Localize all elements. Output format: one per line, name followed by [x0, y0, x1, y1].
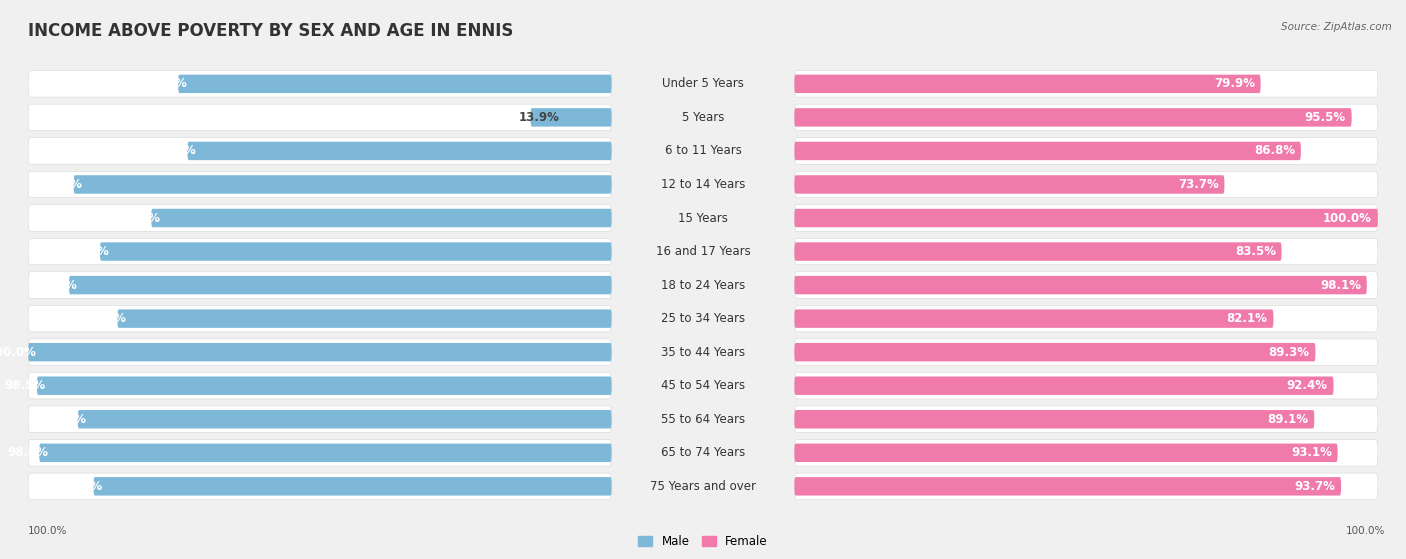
Text: 100.0%: 100.0%: [1346, 526, 1385, 536]
Text: 88.8%: 88.8%: [60, 480, 103, 493]
FancyBboxPatch shape: [794, 444, 1337, 462]
Text: 75 Years and over: 75 Years and over: [650, 480, 756, 493]
FancyBboxPatch shape: [794, 138, 1378, 164]
FancyBboxPatch shape: [794, 372, 1378, 399]
FancyBboxPatch shape: [117, 310, 612, 328]
Text: INCOME ABOVE POVERTY BY SEX AND AGE IN ENNIS: INCOME ABOVE POVERTY BY SEX AND AGE IN E…: [28, 22, 513, 40]
Text: 79.9%: 79.9%: [1213, 77, 1254, 91]
FancyBboxPatch shape: [794, 439, 1378, 466]
Legend: Male, Female: Male, Female: [634, 530, 772, 553]
Text: 100.0%: 100.0%: [0, 345, 37, 359]
Text: 72.7%: 72.7%: [156, 144, 197, 158]
Text: 16 and 17 Years: 16 and 17 Years: [655, 245, 751, 258]
Text: 91.5%: 91.5%: [45, 413, 87, 426]
FancyBboxPatch shape: [152, 209, 612, 227]
FancyBboxPatch shape: [187, 142, 612, 160]
Text: 93.1%: 93.1%: [1291, 446, 1331, 459]
Text: 98.5%: 98.5%: [4, 379, 45, 392]
Text: 65 to 74 Years: 65 to 74 Years: [661, 446, 745, 459]
Text: 13.9%: 13.9%: [519, 111, 560, 124]
FancyBboxPatch shape: [794, 305, 1378, 332]
FancyBboxPatch shape: [28, 372, 612, 399]
Text: 100.0%: 100.0%: [28, 526, 67, 536]
FancyBboxPatch shape: [28, 272, 612, 299]
FancyBboxPatch shape: [179, 74, 612, 93]
FancyBboxPatch shape: [69, 276, 612, 295]
Text: 93.7%: 93.7%: [1295, 480, 1336, 493]
Text: 6 to 11 Years: 6 to 11 Years: [665, 144, 741, 158]
FancyBboxPatch shape: [794, 410, 1315, 428]
Text: 5 Years: 5 Years: [682, 111, 724, 124]
FancyBboxPatch shape: [93, 477, 612, 495]
FancyBboxPatch shape: [28, 439, 612, 466]
Text: 89.1%: 89.1%: [1267, 413, 1309, 426]
FancyBboxPatch shape: [73, 175, 612, 194]
Text: 73.7%: 73.7%: [1178, 178, 1219, 191]
Text: 86.8%: 86.8%: [1254, 144, 1295, 158]
FancyBboxPatch shape: [28, 406, 612, 433]
FancyBboxPatch shape: [28, 138, 612, 164]
Text: 12 to 14 Years: 12 to 14 Years: [661, 178, 745, 191]
Text: Source: ZipAtlas.com: Source: ZipAtlas.com: [1281, 22, 1392, 32]
Text: 93.0%: 93.0%: [37, 278, 77, 292]
Text: Under 5 Years: Under 5 Years: [662, 77, 744, 91]
FancyBboxPatch shape: [794, 142, 1301, 160]
Text: 89.3%: 89.3%: [1268, 345, 1309, 359]
FancyBboxPatch shape: [28, 343, 612, 362]
FancyBboxPatch shape: [794, 104, 1378, 131]
Text: 98.1%: 98.1%: [7, 446, 48, 459]
FancyBboxPatch shape: [794, 339, 1378, 366]
Text: 95.5%: 95.5%: [1305, 111, 1346, 124]
Text: 55 to 64 Years: 55 to 64 Years: [661, 413, 745, 426]
FancyBboxPatch shape: [28, 238, 612, 265]
Text: 15 Years: 15 Years: [678, 211, 728, 225]
FancyBboxPatch shape: [794, 74, 1261, 93]
FancyBboxPatch shape: [28, 104, 612, 131]
FancyBboxPatch shape: [28, 205, 612, 231]
FancyBboxPatch shape: [28, 171, 612, 198]
Text: 82.1%: 82.1%: [1226, 312, 1268, 325]
FancyBboxPatch shape: [794, 205, 1378, 231]
FancyBboxPatch shape: [28, 473, 612, 500]
FancyBboxPatch shape: [794, 276, 1367, 295]
FancyBboxPatch shape: [794, 477, 1341, 495]
FancyBboxPatch shape: [28, 305, 612, 332]
Text: 84.7%: 84.7%: [86, 312, 127, 325]
Text: 18 to 24 Years: 18 to 24 Years: [661, 278, 745, 292]
FancyBboxPatch shape: [794, 406, 1378, 433]
Text: 35 to 44 Years: 35 to 44 Years: [661, 345, 745, 359]
FancyBboxPatch shape: [100, 243, 612, 260]
Text: 78.9%: 78.9%: [120, 211, 160, 225]
Text: 92.4%: 92.4%: [1286, 379, 1327, 392]
FancyBboxPatch shape: [794, 473, 1378, 500]
FancyBboxPatch shape: [794, 343, 1316, 362]
FancyBboxPatch shape: [28, 70, 612, 97]
FancyBboxPatch shape: [794, 209, 1378, 227]
FancyBboxPatch shape: [39, 444, 612, 462]
FancyBboxPatch shape: [794, 243, 1282, 260]
FancyBboxPatch shape: [794, 171, 1378, 198]
FancyBboxPatch shape: [37, 377, 612, 395]
FancyBboxPatch shape: [794, 310, 1274, 328]
FancyBboxPatch shape: [794, 272, 1378, 299]
Text: 45 to 54 Years: 45 to 54 Years: [661, 379, 745, 392]
Text: 83.5%: 83.5%: [1234, 245, 1275, 258]
FancyBboxPatch shape: [28, 339, 612, 366]
FancyBboxPatch shape: [794, 108, 1351, 126]
FancyBboxPatch shape: [77, 410, 612, 428]
FancyBboxPatch shape: [530, 108, 612, 126]
Text: 98.1%: 98.1%: [1320, 278, 1361, 292]
FancyBboxPatch shape: [794, 238, 1378, 265]
Text: 100.0%: 100.0%: [1323, 211, 1372, 225]
FancyBboxPatch shape: [794, 377, 1333, 395]
Text: 87.7%: 87.7%: [67, 245, 108, 258]
Text: 92.2%: 92.2%: [42, 178, 83, 191]
FancyBboxPatch shape: [794, 175, 1225, 194]
Text: 25 to 34 Years: 25 to 34 Years: [661, 312, 745, 325]
Text: 74.3%: 74.3%: [146, 77, 187, 91]
FancyBboxPatch shape: [794, 70, 1378, 97]
